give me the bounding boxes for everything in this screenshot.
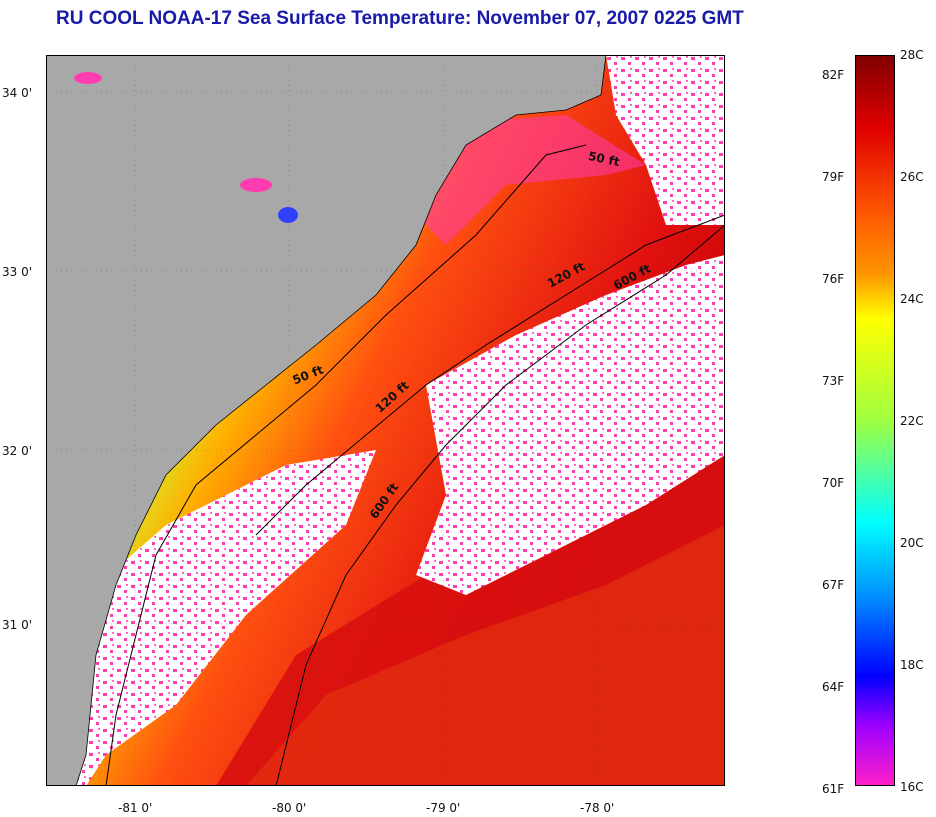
- cb-c-28: 28C: [900, 48, 924, 62]
- gulf-stream-core: [246, 525, 725, 786]
- cloud-region-south: [46, 450, 376, 786]
- cb-c-18: 18C: [900, 658, 924, 672]
- inland-water-1: [74, 72, 102, 84]
- inland-water-3: [278, 207, 298, 223]
- cb-f-76: 76F: [822, 272, 845, 286]
- cb-f-70: 70F: [822, 476, 845, 490]
- land-mass: [46, 55, 607, 786]
- cb-f-73: 73F: [822, 374, 845, 388]
- page-title: RU COOL NOAA-17 Sea Surface Temperature:…: [56, 8, 744, 29]
- cb-f-67: 67F: [822, 578, 845, 592]
- isobath-120ft: [255, 214, 725, 536]
- cloud-region-northeast: [606, 55, 725, 225]
- cb-f-64: 64F: [822, 680, 845, 694]
- isobath-600ft: [275, 224, 725, 786]
- cb-f-82: 82F: [822, 68, 845, 82]
- temperature-colorbar: [855, 55, 895, 786]
- cb-c-20: 20C: [900, 536, 924, 550]
- lat-label-33: 33 0': [2, 265, 33, 279]
- isobath-50ft: [105, 144, 587, 786]
- cb-c-22: 22C: [900, 414, 924, 428]
- graticule: [46, 55, 725, 786]
- lon-label-81: -81 0': [118, 801, 153, 815]
- cb-c-24: 24C: [900, 292, 924, 306]
- cb-c-16: 16C: [900, 780, 924, 794]
- cb-f-79: 79F: [822, 170, 845, 184]
- lat-label-32: 32 0': [2, 444, 33, 458]
- lon-label-80: -80 0': [272, 801, 307, 815]
- cloud-region-offshore: [416, 255, 725, 595]
- pink-nearshore-band: [416, 115, 646, 245]
- lat-label-31: 31 0': [2, 618, 33, 632]
- lat-label-34: 34 0': [2, 86, 33, 100]
- sst-map: [46, 55, 725, 786]
- cb-c-26: 26C: [900, 170, 924, 184]
- lon-label-78: -78 0': [580, 801, 615, 815]
- cb-f-61: 61F: [822, 782, 845, 796]
- inland-water-2: [240, 178, 272, 192]
- lon-label-79: -79 0': [426, 801, 461, 815]
